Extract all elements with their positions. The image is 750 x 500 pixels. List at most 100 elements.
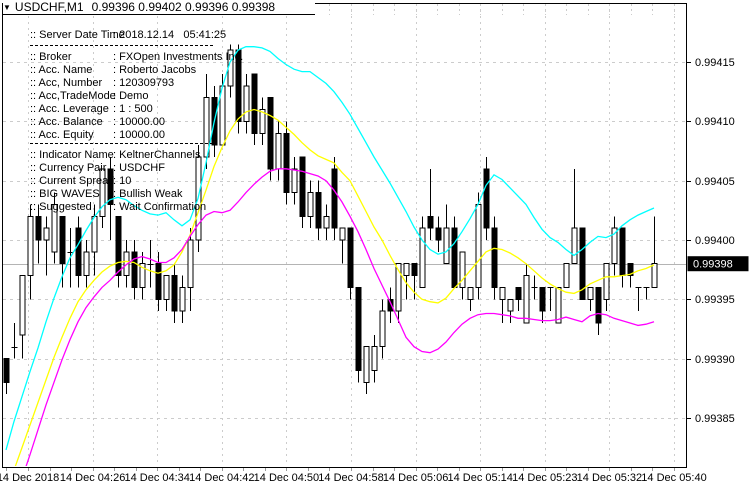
candle bbox=[179, 286, 186, 312]
candle bbox=[579, 227, 586, 300]
separator-line bbox=[30, 45, 213, 46]
indicator-info-row-value: : 10 bbox=[113, 175, 132, 187]
time-axis[interactable]: 14 Dec 2018 14 Dec 04:26 14 Dec 04:34 14 De… bbox=[0, 472, 707, 484]
indicator-info-row-value: : USDCHF bbox=[113, 162, 165, 174]
account-info-row-value: : 120309793 bbox=[113, 77, 175, 89]
candle bbox=[619, 227, 626, 277]
candle bbox=[251, 73, 258, 134]
candle bbox=[115, 215, 122, 277]
account-info-row-label: :: Broker bbox=[30, 51, 72, 63]
indicator-info-row: :: Current Spread: 10 bbox=[30, 175, 131, 188]
candle bbox=[163, 275, 170, 300]
candle bbox=[627, 263, 634, 277]
candle bbox=[395, 263, 402, 312]
candle bbox=[83, 251, 90, 277]
price-axis[interactable]: 0.99415 0.99410 0.99405 0.99400 0.99395 0.993… bbox=[687, 57, 749, 425]
server-date-time-row: :: Server Date Time: 2018.12.14 05:41:25 bbox=[30, 29, 226, 42]
account-info-row-value: : 10000.00 bbox=[113, 129, 165, 141]
time-axis-label: 14 Dec 04:58 bbox=[318, 472, 383, 484]
symbol-dropdown-icon[interactable]: ▼ bbox=[3, 3, 11, 12]
keltner-upper-line bbox=[5, 46, 655, 451]
candle bbox=[19, 275, 26, 336]
candle bbox=[595, 286, 602, 324]
candle bbox=[59, 215, 66, 265]
candle bbox=[443, 227, 450, 265]
time-axis-label: 14 Dec 05:32 bbox=[577, 472, 642, 484]
account-info-row-label: :: Acc,TradeMode bbox=[30, 90, 116, 102]
candle bbox=[315, 192, 322, 229]
time-axis-label: 14 Dec 05:23 bbox=[512, 472, 577, 484]
account-info-row-value: : FXOpen Investments Inc. bbox=[113, 51, 244, 63]
candle bbox=[171, 275, 178, 312]
current-price-tag-text: 0.99398 bbox=[693, 259, 733, 271]
indicator-info-row: :: BIG WAVES : Bullish Weak bbox=[30, 188, 183, 201]
indicator-info-row-value: : KeltnerChannels bbox=[113, 149, 201, 161]
candle bbox=[563, 263, 570, 288]
keltner-middle-line bbox=[14, 108, 655, 466]
candlestick-series bbox=[3, 44, 658, 395]
candle bbox=[331, 168, 338, 229]
candle bbox=[427, 215, 434, 229]
indicator-info-row-label: :: Indicator Name bbox=[30, 149, 114, 161]
candle bbox=[571, 227, 578, 265]
candle bbox=[187, 239, 194, 288]
price-axis-label: 0.99410 bbox=[695, 116, 735, 128]
candle bbox=[99, 168, 106, 217]
candle bbox=[27, 215, 34, 277]
candle bbox=[611, 227, 618, 265]
candle bbox=[131, 251, 138, 288]
plot-border bbox=[2, 3, 687, 468]
account-info-row: :: Acc,TradeMode: Demo bbox=[30, 90, 148, 103]
ohlc-values: 0.99396 0.99402 0.99396 0.99398 bbox=[91, 0, 276, 14]
candle bbox=[307, 192, 314, 217]
candle bbox=[91, 215, 98, 253]
account-info-row-label: :: Acc. Balance bbox=[30, 116, 103, 128]
indicator-info-row: :: Indicator Name: KeltnerChannels bbox=[30, 149, 200, 162]
indicator-info-row-label: :: BIG WAVES bbox=[30, 188, 100, 200]
candle bbox=[35, 215, 42, 241]
time-axis-label: 14 Dec 2018 bbox=[0, 472, 59, 484]
account-info-row: :: Acc, Number : 120309793 bbox=[30, 77, 174, 90]
candle bbox=[43, 227, 50, 241]
candle bbox=[483, 168, 490, 229]
price-axis-label: 0.99415 bbox=[695, 57, 735, 69]
candle bbox=[499, 286, 506, 300]
chart-title-bar[interactable]: ▼ USDCHF,M1 0.99396 0.99402 0.99396 0.9939… bbox=[3, 0, 316, 15]
price-axis-label: 0.99400 bbox=[695, 235, 735, 247]
price-axis-label: 0.99390 bbox=[695, 354, 735, 366]
indicator-info-row: :: Currency Pair : USDCHF bbox=[30, 162, 165, 175]
account-info-row-label: :: Acc, Number bbox=[30, 77, 103, 89]
indicator-info-row-value: : Bullish Weak bbox=[113, 188, 183, 200]
candle bbox=[387, 298, 394, 312]
indicator-info-row-label: :: Suggested bbox=[30, 201, 92, 213]
account-info-row: :: Acc. Balance: 10000.00 bbox=[30, 116, 165, 129]
candle bbox=[283, 132, 290, 194]
candle bbox=[419, 227, 426, 288]
candle bbox=[3, 358, 10, 383]
candle bbox=[587, 286, 594, 300]
account-info-row: :: Broker : FXOpen Investments Inc. bbox=[30, 51, 243, 64]
time-axis-label: 14 Dec 05:40 bbox=[641, 472, 706, 484]
candle bbox=[75, 227, 82, 277]
candle bbox=[259, 109, 266, 134]
candle bbox=[107, 168, 114, 205]
indicator-info-row-label: :: Current Spread bbox=[30, 175, 115, 187]
candle bbox=[155, 263, 162, 300]
keltner-lower-line bbox=[25, 168, 655, 466]
candle bbox=[379, 310, 386, 348]
indicator-info-row: :: Suggested: Wait Confirmation bbox=[30, 201, 206, 214]
time-axis-label: 14 Dec 04:26 bbox=[60, 472, 125, 484]
time-axis-label: 14 Dec 04:42 bbox=[189, 472, 254, 484]
candle bbox=[459, 251, 466, 288]
candle bbox=[203, 97, 210, 158]
candle bbox=[123, 251, 130, 277]
indicator-info-row-label: :: Currency Pair bbox=[30, 162, 107, 174]
time-axis-label: 14 Dec 04:34 bbox=[124, 472, 189, 484]
candle bbox=[515, 286, 522, 300]
candle bbox=[339, 227, 346, 241]
account-info-row-label: :: Acc. Name bbox=[30, 64, 93, 76]
candle bbox=[275, 132, 282, 170]
candle bbox=[243, 85, 250, 122]
candle bbox=[435, 227, 442, 241]
